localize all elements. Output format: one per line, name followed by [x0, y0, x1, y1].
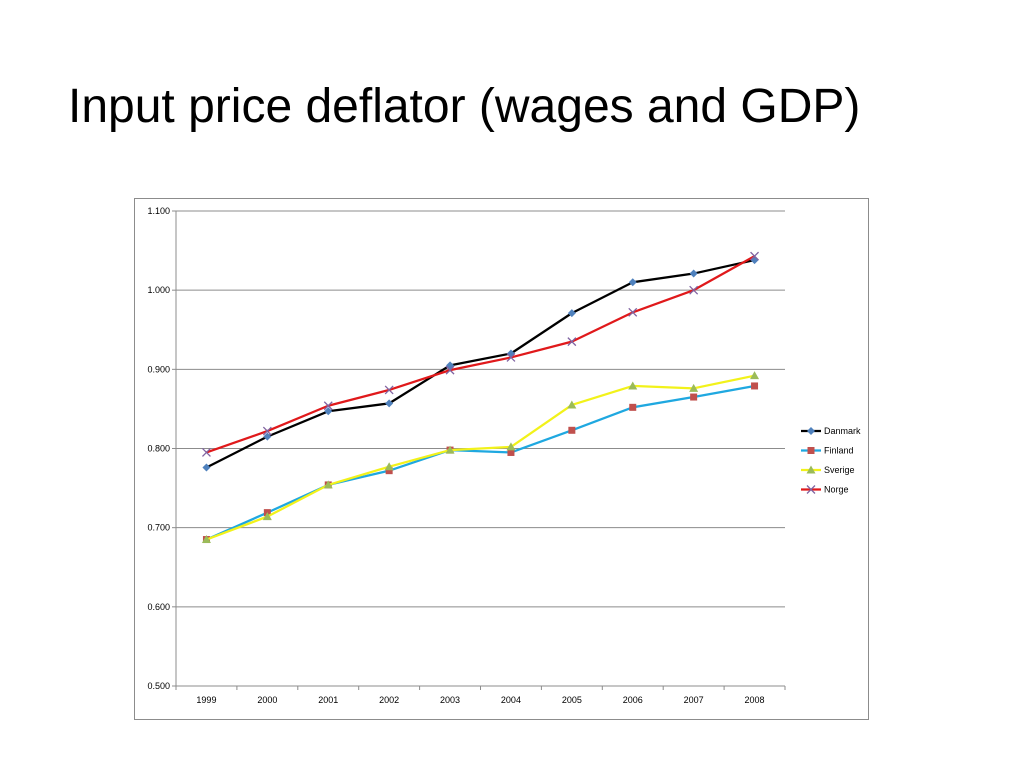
data-point-sverige: [445, 445, 455, 454]
data-point-sverige: [262, 512, 272, 521]
data-point-sverige: [201, 535, 211, 544]
x-tick-label: 2003: [440, 695, 460, 705]
legend-label-finland: Finland: [824, 446, 854, 456]
data-point-sverige: [750, 371, 760, 380]
y-tick-label: 0.700: [147, 523, 170, 533]
data-point-sverige: [384, 462, 394, 471]
data-point-norge: [628, 307, 638, 317]
data-point-sverige: [689, 383, 699, 392]
y-tick-label: 0.900: [147, 364, 170, 374]
x-tick-label: 2000: [257, 695, 277, 705]
legend-marker-sverige: [806, 465, 816, 474]
y-tick-label: 1.000: [147, 285, 170, 295]
y-tick-label: 0.600: [147, 602, 170, 612]
data-point-norge: [445, 365, 455, 375]
y-tick-label: 0.500: [147, 681, 170, 691]
data-point-danmark: [385, 399, 394, 408]
x-tick-label: 2004: [501, 695, 521, 705]
series-line-sverige: [206, 374, 755, 541]
data-point-sverige: [628, 381, 638, 390]
data-point-danmark: [263, 432, 272, 441]
data-point-danmark: [567, 309, 576, 318]
legend-marker-finland: [807, 447, 815, 454]
x-tick-label: 2008: [745, 695, 765, 705]
x-tick-label: 2007: [684, 695, 704, 705]
x-tick-label: 2005: [562, 695, 582, 705]
x-tick-label: 2002: [379, 695, 399, 705]
chart-frame: 0.500 0.600 0.700 0.800 0.900 1.000 1.100 1999 2…: [134, 198, 869, 720]
data-point-finland: [751, 382, 759, 390]
data-point-norge: [323, 401, 333, 411]
data-point-finland: [568, 426, 576, 434]
data-point-danmark: [324, 407, 333, 416]
y-tick-label: 0.800: [147, 444, 170, 454]
data-point-danmark: [689, 269, 698, 278]
data-point-norge: [262, 426, 272, 436]
data-point-norge: [567, 337, 577, 347]
y-tick-label: 1.100: [147, 206, 170, 216]
data-point-finland: [385, 467, 393, 475]
legend-label-norge: Norge: [824, 485, 849, 495]
data-point-sverige: [323, 480, 333, 489]
data-point-danmark: [628, 278, 637, 287]
line-chart: 0.500 0.600 0.700 0.800 0.900 1.000 1.100 1999 2…: [147, 206, 861, 705]
data-point-norge: [750, 251, 760, 261]
x-tick-label: 2001: [318, 695, 338, 705]
legend-marker-danmark: [807, 427, 815, 435]
series-line-danmark: [205, 258, 755, 469]
data-point-norge: [689, 285, 699, 295]
data-point-danmark: [202, 463, 211, 472]
series-line-norge: [206, 255, 756, 454]
data-point-norge: [506, 352, 516, 362]
series-line-finland: [205, 384, 755, 541]
data-point-finland: [629, 403, 637, 411]
data-point-finland: [507, 448, 515, 456]
legend-label-danmark: Danmark: [824, 426, 861, 436]
slide-title: Input price deflator (wages and GDP): [68, 80, 861, 133]
x-tick-label: 2006: [623, 695, 643, 705]
legend-marker-norge: [806, 485, 816, 494]
legend-label-sverige: Sverige: [824, 465, 855, 475]
data-point-norge: [384, 385, 394, 395]
data-point-norge: [201, 447, 211, 457]
data-point-finland: [690, 393, 698, 401]
data-point-sverige: [567, 400, 577, 409]
x-tick-label: 1999: [196, 695, 216, 705]
data-point-sverige: [506, 442, 516, 451]
